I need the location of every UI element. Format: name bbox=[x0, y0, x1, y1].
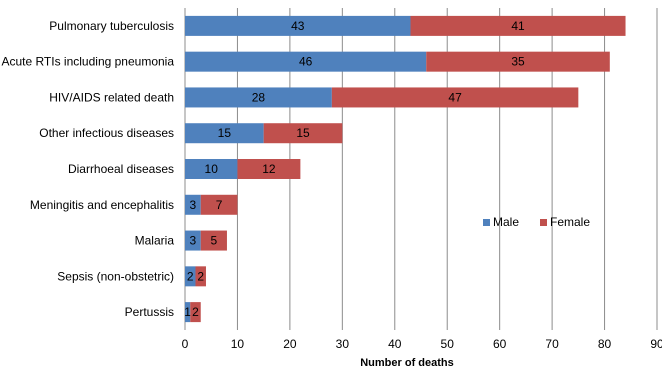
x-tick-label: 50 bbox=[441, 337, 455, 351]
x-tick-label: 80 bbox=[598, 337, 612, 351]
bar-female bbox=[195, 266, 206, 287]
data-label-female: 5 bbox=[211, 234, 218, 248]
bar-female bbox=[263, 123, 343, 144]
bar-male bbox=[185, 87, 332, 108]
data-label-female: 41 bbox=[511, 19, 525, 33]
bar-male bbox=[185, 159, 238, 179]
x-axis-title: Number of deaths bbox=[360, 357, 454, 369]
category-label: Acute RTIs including pneumonia bbox=[1, 55, 174, 69]
legend-swatch-female bbox=[540, 219, 547, 226]
bar-female bbox=[410, 15, 626, 36]
bar-female bbox=[237, 159, 301, 179]
legend-label-female: Female bbox=[550, 215, 590, 229]
data-label-female: 2 bbox=[192, 305, 199, 319]
bar-female bbox=[190, 302, 201, 323]
category-label: Pertussis bbox=[125, 305, 174, 319]
bar-male bbox=[185, 302, 191, 323]
bar-male bbox=[185, 123, 264, 144]
data-label-female: 47 bbox=[448, 90, 462, 104]
data-label-female: 15 bbox=[296, 126, 310, 140]
bar-male bbox=[185, 230, 201, 251]
data-label-female: 7 bbox=[216, 198, 223, 212]
bar-male bbox=[185, 51, 427, 72]
category-labels: Pulmonary tuberculosis Acute RTIs includi… bbox=[1, 19, 174, 319]
data-label-male: 43 bbox=[291, 19, 305, 33]
data-label-male: 46 bbox=[299, 55, 313, 69]
category-label: HIV/AIDS related death bbox=[49, 90, 174, 104]
category-label: Pulmonary tuberculosis bbox=[49, 19, 174, 33]
data-label-female: 35 bbox=[511, 55, 525, 69]
category-label: Malaria bbox=[135, 234, 175, 248]
category-label: Diarrhoeal diseases bbox=[68, 162, 174, 176]
x-tick-label: 60 bbox=[493, 337, 507, 351]
bar-male bbox=[185, 266, 196, 287]
bar-female bbox=[200, 194, 238, 215]
data-label-male: 1 bbox=[184, 305, 191, 319]
legend-label-male: Male bbox=[493, 215, 519, 229]
data-label-male: 3 bbox=[190, 198, 197, 212]
data-label-male: 3 bbox=[190, 234, 197, 248]
bar-female bbox=[426, 51, 610, 72]
bar-female bbox=[331, 87, 579, 108]
bar-male bbox=[185, 194, 201, 215]
x-tick-label: 40 bbox=[388, 337, 402, 351]
data-label-male: 15 bbox=[218, 126, 232, 140]
bar-male bbox=[185, 15, 411, 36]
category-label: Meningitis and encephalitis bbox=[30, 198, 174, 212]
category-label: Other infectious diseases bbox=[39, 126, 174, 140]
legend: Male Female bbox=[483, 215, 590, 229]
data-label-female: 2 bbox=[197, 269, 204, 283]
data-label-male: 2 bbox=[187, 269, 194, 283]
data-label-male: 28 bbox=[252, 90, 266, 104]
x-tick-label: 70 bbox=[545, 337, 559, 351]
x-tick-label: 20 bbox=[283, 337, 297, 351]
x-tick-label: 10 bbox=[231, 337, 245, 351]
x-tick-label: 30 bbox=[336, 337, 350, 351]
data-label-female: 12 bbox=[262, 162, 276, 176]
category-label: Sepsis (non-obstetric) bbox=[57, 269, 174, 283]
x-tick-label: 90 bbox=[650, 337, 662, 351]
x-tick-label: 0 bbox=[182, 337, 189, 351]
bar-female bbox=[200, 230, 227, 251]
legend-swatch-male bbox=[483, 219, 490, 226]
x-tick-labels: 0 10 20 30 40 50 60 70 80 90 bbox=[182, 337, 662, 351]
data-label-male: 10 bbox=[205, 162, 219, 176]
